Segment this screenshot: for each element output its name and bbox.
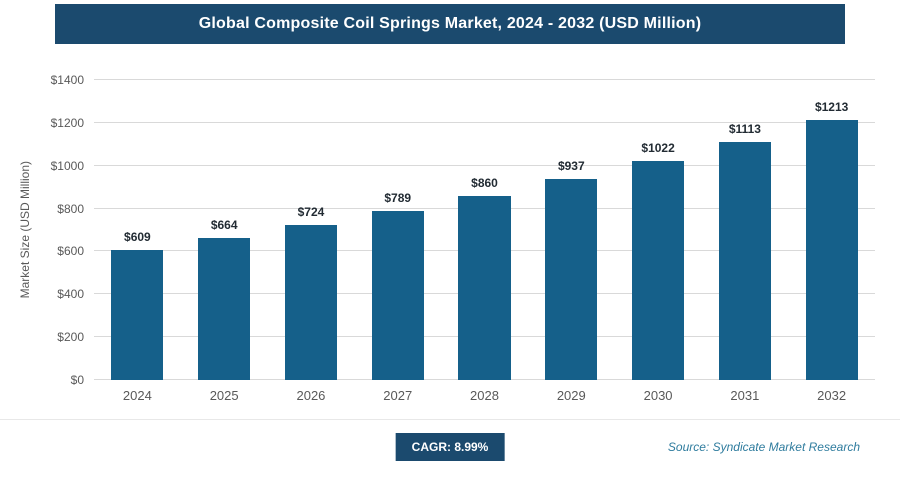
bar-2029 bbox=[545, 179, 598, 380]
bar-2028 bbox=[458, 195, 511, 380]
chart-title: Global Composite Coil Springs Market, 20… bbox=[198, 15, 702, 32]
bar-value-label: $609 bbox=[124, 229, 151, 244]
y-ticks: $0 $200 $400 $600 $800 $1000 $1200 $1400 bbox=[38, 73, 94, 387]
bar-2030 bbox=[632, 161, 685, 380]
bar-2027 bbox=[371, 210, 424, 380]
x-tick-label: 2029 bbox=[556, 388, 586, 403]
y-tick-label: $800 bbox=[57, 201, 84, 216]
bar-2032 bbox=[805, 120, 858, 380]
plot-area: $609 $664 $724 $789 $860 $937 $1022 $1113 $1213 bbox=[94, 79, 875, 380]
bar-value-label: $1213 bbox=[814, 100, 849, 115]
bar-value-label: $1022 bbox=[641, 141, 675, 155]
gridline bbox=[94, 121, 875, 123]
bar-value-label: $789 bbox=[384, 190, 412, 205]
bar-value-label: $724 bbox=[297, 204, 325, 219]
footer: CAGR: 8.99% Source: Syndicate Market Res… bbox=[40, 432, 860, 462]
y-tick-label: $600 bbox=[57, 244, 84, 259]
y-axis-title-text: Market Size (USD Million) bbox=[18, 161, 32, 299]
y-tick-label: $1000 bbox=[50, 158, 84, 173]
bar-value-label: $937 bbox=[557, 159, 585, 174]
cagr-badge: CAGR: 8.99% bbox=[395, 433, 505, 461]
bar-2031 bbox=[718, 141, 771, 380]
bar-slot: $1022 bbox=[615, 80, 702, 380]
y-axis-title: Market Size (USD Million) bbox=[12, 80, 38, 380]
bar-2024 bbox=[111, 249, 164, 380]
x-tick-label: 2028 bbox=[470, 388, 499, 403]
bar-slot: $1213 bbox=[788, 80, 875, 380]
footer-divider bbox=[0, 419, 900, 420]
x-tick-label: 2024 bbox=[122, 388, 152, 403]
x-tick-label: 2027 bbox=[383, 388, 413, 403]
bar-slot: $609 bbox=[94, 80, 181, 380]
y-tick-label: $200 bbox=[57, 330, 84, 345]
bar-slot: $1113 bbox=[701, 80, 788, 380]
bar-slot: $664 bbox=[181, 80, 268, 380]
bar-slot: $937 bbox=[528, 80, 615, 380]
y-tick-label: $0 bbox=[70, 373, 84, 387]
x-tick-label: 2030 bbox=[643, 388, 673, 403]
y-tick-label: $1400 bbox=[50, 73, 84, 87]
x-tick-label: 2032 bbox=[817, 388, 847, 403]
bar-value-label: $664 bbox=[210, 217, 238, 232]
bars: $609 $664 $724 $789 $860 $937 $1022 $1113 $1213 bbox=[94, 80, 875, 380]
chart-area: Market Size (USD Million) $0 $200 $400 $600… bbox=[12, 73, 875, 387]
y-tick-label: $1200 bbox=[50, 115, 84, 130]
chart-title-banner: Global Composite Coil Springs Market, 20… bbox=[55, 4, 845, 44]
bar-value-label: $860 bbox=[471, 175, 498, 190]
bar-slot: $789 bbox=[354, 80, 441, 380]
bar-value-label: $1113 bbox=[728, 121, 761, 136]
x-tick-label: 2025 bbox=[209, 388, 239, 403]
gridline bbox=[94, 79, 875, 80]
source-text: Source: Syndicate Market Research bbox=[667, 440, 860, 454]
bar-slot: $860 bbox=[441, 80, 528, 380]
bar-slot: $724 bbox=[268, 80, 355, 380]
y-tick-label: $400 bbox=[57, 287, 84, 302]
x-tick-label: 2026 bbox=[296, 388, 326, 403]
bar-2026 bbox=[284, 224, 337, 380]
bar-2025 bbox=[198, 237, 251, 380]
x-labels: 2024 2025 2026 2027 2028 2029 2030 2031 2032 bbox=[94, 388, 875, 403]
gridline bbox=[94, 164, 875, 166]
x-tick-label: 2031 bbox=[730, 388, 760, 403]
